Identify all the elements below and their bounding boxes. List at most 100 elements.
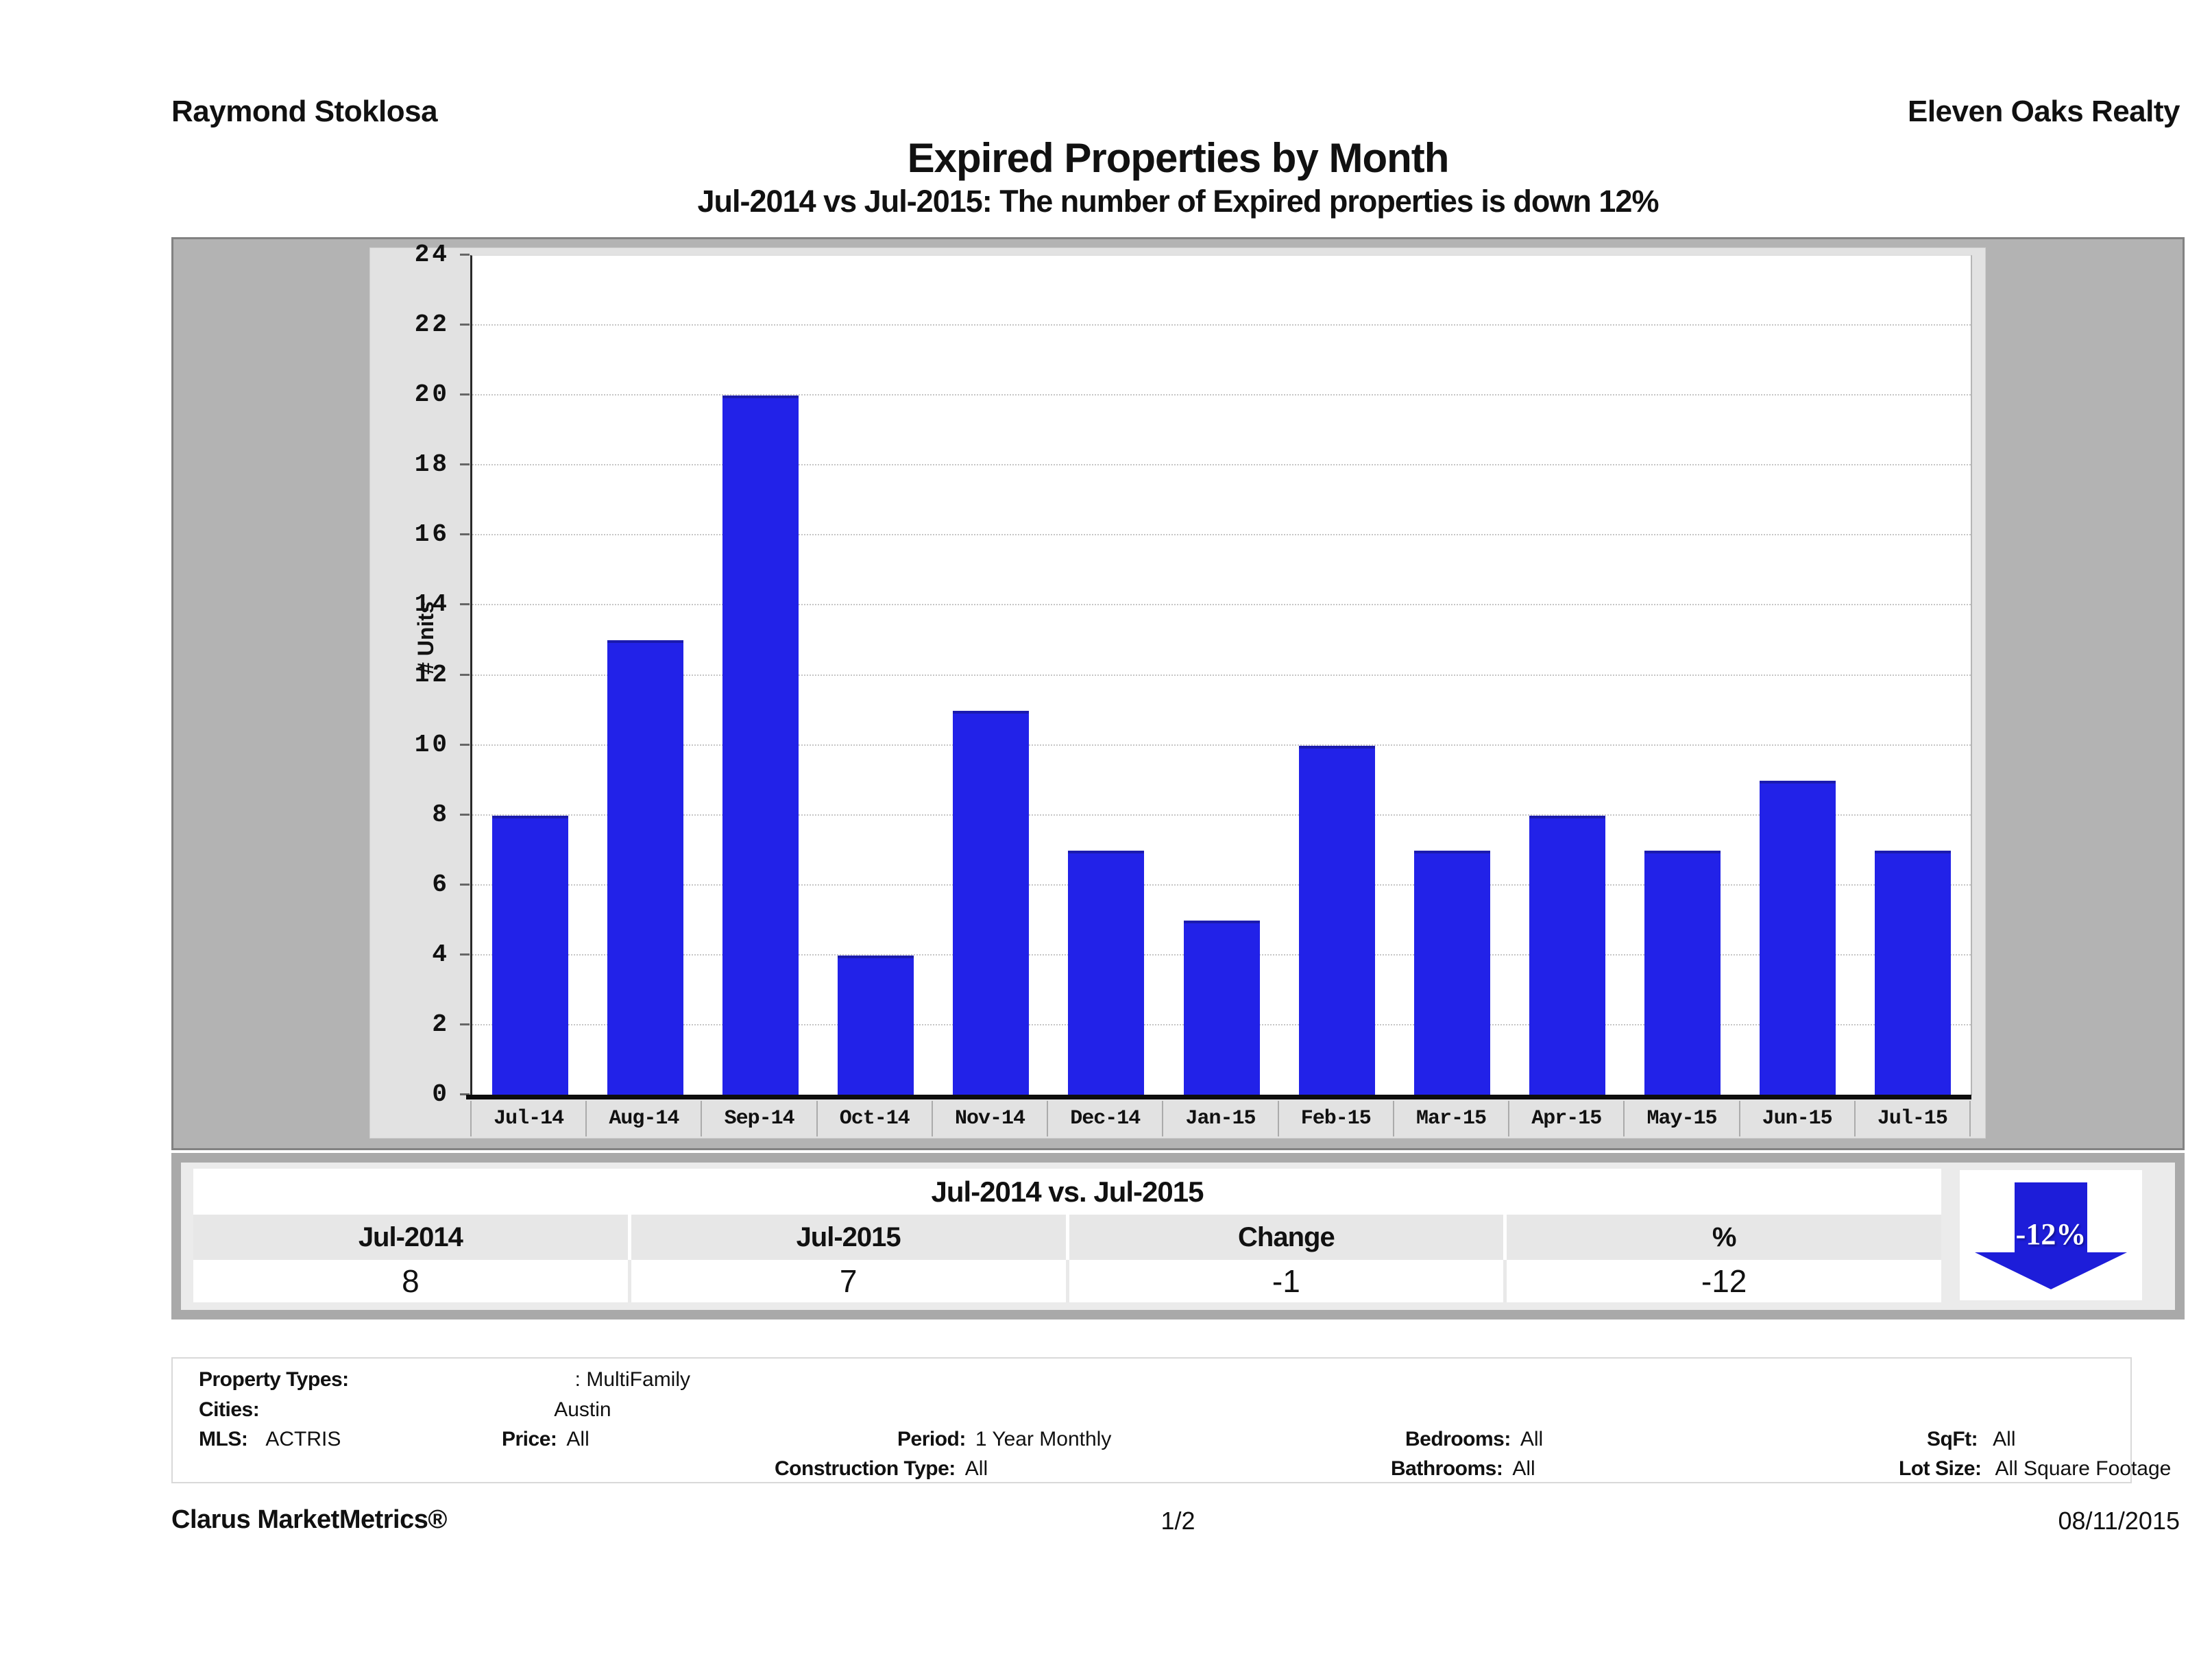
bar-slot — [1049, 256, 1164, 1095]
criteria-sqft: SqFt: All — [1927, 1428, 2016, 1450]
criteria-construction-type: Construction Type: All — [775, 1457, 988, 1480]
y-tickmark — [460, 1023, 470, 1025]
gridline — [472, 814, 1971, 816]
y-tickmark — [460, 254, 470, 256]
bar-Jan-15 — [1183, 920, 1260, 1095]
gridline — [472, 394, 1971, 396]
summary-table-title: Jul-2014 vs. Jul-2015 — [193, 1169, 1941, 1215]
y-tick-label: 22 — [414, 311, 450, 339]
y-tickmark — [460, 743, 470, 746]
y-tick-label: 14 — [414, 590, 450, 619]
x-axis-labels: Jul-14 Aug-14 Sep-14 Oct-14 Nov-14 Dec-14 Jan-… — [470, 1101, 1971, 1136]
gridline — [472, 604, 1971, 606]
gridline — [472, 464, 1971, 466]
criteria-price: Price: All — [502, 1428, 590, 1450]
gridline — [472, 744, 1971, 746]
page-number: 1/2 — [1160, 1507, 1195, 1535]
x-axis-label: Dec-14 — [1048, 1101, 1164, 1136]
x-axis-label: Jul-15 — [1856, 1101, 1971, 1136]
criteria-lot-size: Lot Size: All Square Footage — [1899, 1457, 2172, 1480]
down-arrow-icon — [2015, 1182, 2087, 1252]
summary-col-header: Change — [1069, 1215, 1504, 1260]
bar-Nov-14 — [953, 710, 1030, 1095]
bar-series — [472, 256, 1971, 1095]
bar-Jul-15 — [1875, 850, 1952, 1095]
summary-table: Jul-2014 vs. Jul-2015 Jul-2014 Jul-2015 … — [193, 1169, 1941, 1302]
y-tick-label: 20 — [414, 380, 450, 409]
y-tickmark — [460, 1093, 470, 1095]
y-tick-label: 8 — [432, 800, 450, 829]
agent-name: Raymond Stoklosa — [171, 95, 438, 128]
y-tick-label: 12 — [414, 660, 450, 689]
y-tick-label: 0 — [432, 1080, 450, 1108]
plot-area — [470, 255, 1972, 1095]
bar-slot — [1394, 256, 1509, 1095]
criteria-bedrooms: Bedrooms: All — [1405, 1428, 1544, 1450]
bar-Jul-14 — [491, 815, 568, 1095]
y-tickmark — [460, 883, 470, 886]
x-axis-label: Apr-15 — [1509, 1101, 1625, 1136]
footer-brand: Clarus MarketMetrics® — [171, 1505, 447, 1534]
criteria-property-types: Property Types:: MultiFamily — [199, 1368, 691, 1391]
footer-date: 08/11/2015 — [2058, 1507, 2180, 1535]
summary-value: -12 — [1507, 1260, 1941, 1302]
bar-slot — [818, 256, 933, 1095]
summary-value: -1 — [1069, 1260, 1504, 1302]
bar-Apr-15 — [1529, 815, 1605, 1095]
criteria-bathrooms: Bathrooms: All — [1391, 1457, 1535, 1480]
x-axis-label: Jun-15 — [1740, 1101, 1856, 1136]
y-tickmark — [460, 463, 470, 466]
summary-col-header: Jul-2014 — [193, 1215, 628, 1260]
y-tickmark — [460, 673, 470, 676]
x-axis-line — [466, 1095, 1971, 1099]
gridline — [472, 674, 1971, 676]
down-arrow-icon — [1975, 1252, 2127, 1289]
y-axis-tickmarks — [460, 254, 470, 1095]
gridline — [472, 534, 1971, 536]
summary-table-header-row: Jul-2014 Jul-2015 Change % — [193, 1215, 1941, 1260]
y-tickmark — [460, 953, 470, 956]
y-tickmark — [460, 813, 470, 816]
bar-slot — [1279, 256, 1394, 1095]
y-axis-ticks: 0 2 4 6 8 10 12 14 16 18 20 22 24 — [370, 241, 459, 1108]
y-tickmark — [460, 393, 470, 396]
y-tick-label: 10 — [414, 730, 450, 759]
x-axis-label: Jul-14 — [472, 1101, 587, 1136]
change-badge-label: -12% — [2015, 1217, 2087, 1251]
x-axis-label: Jan-15 — [1163, 1101, 1279, 1136]
y-tickmark — [460, 324, 470, 326]
summary-value: 7 — [631, 1260, 1066, 1302]
criteria-cities: Cities: Austin — [199, 1398, 611, 1421]
gridline — [472, 884, 1971, 886]
report-title: Expired Properties by Month — [907, 135, 1450, 181]
bar-slot — [1856, 256, 1971, 1095]
bar-slot — [934, 256, 1049, 1095]
bar-Oct-14 — [838, 955, 914, 1095]
x-axis-label: Mar-15 — [1394, 1101, 1510, 1136]
summary-col-header: % — [1507, 1215, 1941, 1260]
bar-slot — [703, 256, 818, 1095]
x-axis-label: Nov-14 — [933, 1101, 1049, 1136]
bar-slot — [1164, 256, 1279, 1095]
x-axis-label: May-15 — [1625, 1101, 1740, 1136]
y-tick-label: 18 — [414, 450, 450, 479]
change-badge: -12% — [1960, 1170, 2142, 1300]
chart-panel: # Units 0 2 4 6 8 10 12 14 16 18 20 22 24 Jul-14 Aug-… — [369, 241, 1986, 1139]
company-name: Eleven Oaks Realty — [1907, 95, 2180, 128]
criteria-box: Property Types:: MultiFamily Cities: Aust… — [171, 1357, 2171, 1483]
y-tickmark — [460, 533, 470, 536]
criteria-period: Period: 1 Year Monthly — [897, 1428, 1112, 1450]
y-tick-label: 24 — [414, 241, 450, 269]
summary-value: 8 — [193, 1260, 628, 1302]
x-axis-label: Sep-14 — [702, 1101, 818, 1136]
y-tick-label: 4 — [432, 940, 450, 969]
bar-Sep-14 — [722, 396, 799, 1095]
bar-Feb-15 — [1298, 745, 1375, 1095]
bar-slot — [1509, 256, 1625, 1095]
bar-May-15 — [1644, 850, 1721, 1095]
bar-Mar-15 — [1413, 850, 1490, 1095]
y-tick-label: 2 — [432, 1010, 450, 1038]
y-tickmark — [460, 603, 470, 606]
summary-col-header: Jul-2015 — [631, 1215, 1066, 1260]
